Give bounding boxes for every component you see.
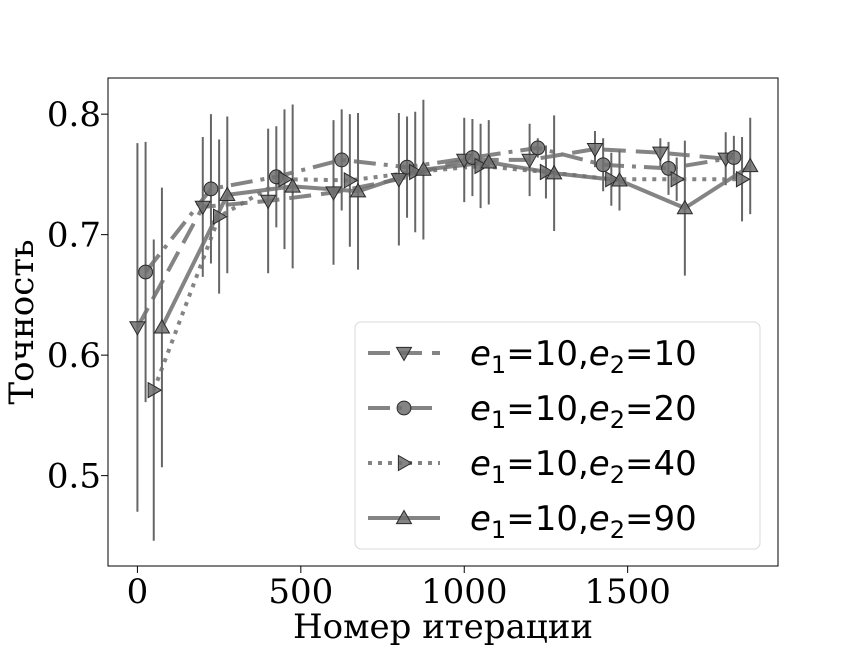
data-point-s4 — [545, 164, 563, 180]
data-point-s1 — [259, 194, 277, 210]
x-tick-label: 0 — [127, 572, 149, 612]
data-point-s4 — [284, 177, 302, 193]
data-point-s1 — [390, 173, 408, 188]
data-point-s3 — [278, 170, 293, 188]
legend-label-3: e1=10,e2=40 — [470, 444, 697, 489]
data-point-s4 — [676, 199, 694, 215]
legend-marker-2 — [396, 400, 412, 416]
legend: e1=10,e2=10 e1=10,e2=20 e1=10,e2=40 e1=10,e… — [354, 321, 761, 550]
x-tick-label: 500 — [268, 572, 333, 612]
series-lines — [135, 145, 752, 391]
x-axis: 0 500 1000 1500 — [127, 566, 671, 612]
data-point-s2 — [595, 157, 611, 173]
x-tick-label: 1500 — [584, 572, 671, 612]
y-tick-label: 0.6 — [47, 336, 101, 376]
data-point-s2 — [138, 264, 153, 280]
data-point-s3 — [147, 381, 163, 399]
legend-frame — [354, 321, 761, 550]
data-point-s2 — [530, 140, 546, 156]
data-point-s1 — [129, 321, 146, 336]
plot-area-frame — [107, 77, 779, 567]
data-point-s4 — [741, 157, 759, 173]
y-axis-label: Точность — [2, 239, 42, 404]
data-point-s4 — [349, 182, 367, 198]
data-point-s3 — [539, 163, 555, 181]
data-point-s2 — [726, 150, 742, 165]
data-point-s3 — [474, 157, 490, 175]
legend-marker-3 — [397, 454, 413, 472]
data-point-s1 — [194, 200, 212, 216]
y-tick-label: 0.7 — [47, 216, 101, 256]
series-line-1 — [135, 147, 726, 329]
data-point-s3 — [409, 163, 424, 181]
legend-label-1: e1=10,e2=10 — [470, 334, 697, 379]
data-point-s2 — [334, 152, 350, 168]
series-line-4 — [160, 160, 752, 329]
data-point-s3 — [670, 170, 686, 188]
legend-marker-4 — [395, 509, 413, 525]
data-point-s3 — [605, 170, 620, 188]
x-tick-label: 1000 — [421, 572, 508, 612]
data-point-s1 — [325, 186, 342, 201]
x-axis-label: Номер итерации — [293, 607, 593, 647]
data-point-s1 — [586, 142, 604, 158]
data-point-s2 — [203, 181, 219, 197]
data-point-s4 — [611, 171, 628, 187]
legend-marker-1 — [395, 346, 413, 362]
data-point-s4 — [153, 318, 171, 334]
data-point-s4 — [415, 161, 432, 176]
data-point-s1 — [521, 153, 538, 169]
legend-label-2: e1=10,e2=20 — [470, 389, 697, 434]
data-point-s3 — [735, 170, 751, 188]
data-point-s4 — [480, 153, 498, 169]
y-tick-label: 0.8 — [47, 95, 101, 135]
data-point-s3 — [212, 208, 228, 225]
series-line-2 — [144, 145, 735, 274]
y-axis: 0.5 0.6 0.7 0.8 — [47, 95, 108, 497]
legend-label-4: e1=10,e2=90 — [470, 499, 697, 544]
data-point-s3 — [343, 172, 359, 189]
series-line-3 — [151, 164, 742, 391]
data-point-s4 — [218, 186, 236, 202]
data-point-s1 — [651, 146, 669, 162]
y-tick-label: 0.5 — [47, 457, 101, 497]
markers — [129, 140, 759, 399]
